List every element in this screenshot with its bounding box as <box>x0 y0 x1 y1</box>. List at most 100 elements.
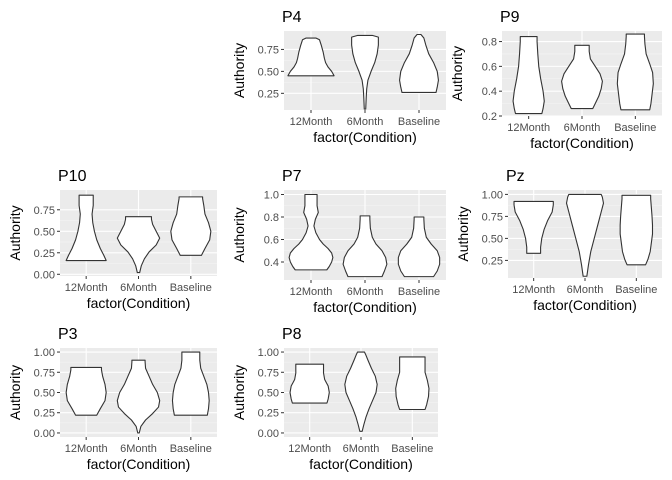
x-tick-label: 12Month <box>290 286 333 298</box>
y-axis-label: Authority <box>231 365 247 420</box>
x-tick-label: Baseline <box>170 282 212 294</box>
y-tick-label: 0.25 <box>482 255 503 267</box>
y-tick-label: 0.8 <box>482 37 497 49</box>
y-tick-label: 0.25 <box>258 88 279 100</box>
x-tick-label: 6Month <box>567 284 604 296</box>
y-axis-label: Authority <box>449 46 465 101</box>
violin-12month <box>287 37 335 77</box>
x-tick-label: Baseline <box>170 443 212 455</box>
panel-title: P8 <box>282 326 302 343</box>
y-axis-label: Authority <box>7 205 23 260</box>
violin-12month <box>65 366 107 416</box>
violin-6month <box>561 44 603 110</box>
y-tick-label: 0.50 <box>258 66 279 78</box>
violin-12month <box>289 363 330 404</box>
x-tick-label: 6Month <box>347 116 384 128</box>
x-axis-label: factor(Condition) <box>309 456 413 472</box>
violin-6month <box>351 34 379 110</box>
x-axis-label: factor(Condition) <box>533 297 637 313</box>
y-tick-label: 1.00 <box>258 347 279 359</box>
x-tick-label: Baseline <box>614 122 656 134</box>
y-tick-label: 0.6 <box>482 61 497 73</box>
y-tick-label: 0.50 <box>482 233 503 245</box>
y-tick-label: 0.75 <box>34 367 55 379</box>
y-tick-label: 1.0 <box>264 190 279 202</box>
x-tick-label: 12Month <box>65 443 108 455</box>
violin-baseline <box>171 351 210 416</box>
y-axis-label: Authority <box>455 206 471 261</box>
x-tick-label: 12Month <box>512 284 555 296</box>
y-axis-label: Authority <box>231 207 247 262</box>
violin-6month <box>116 216 161 274</box>
x-axis-label: factor(Condition) <box>313 299 417 315</box>
y-tick-label: 0.50 <box>34 226 55 238</box>
x-tick-label: 12Month <box>507 122 550 134</box>
panel-p7: 0.4 0.6 0.8 1.0 12Month 6Month Baseline P7 facto… <box>231 168 446 315</box>
violin-baseline <box>170 196 212 256</box>
x-tick-label: 6Month <box>343 443 380 455</box>
x-tick-label: 12Month <box>288 443 331 455</box>
x-tick-label: 12Month <box>290 116 333 128</box>
y-tick-label: 0.00 <box>258 428 279 440</box>
y-axis-label: Authority <box>7 365 23 420</box>
y-tick-label: 0.6 <box>264 235 279 247</box>
y-tick-label: 0.75 <box>34 205 55 217</box>
y-tick-label: 0.25 <box>258 408 279 420</box>
y-tick-label: 0.25 <box>34 408 55 420</box>
x-tick-label: Baseline <box>615 284 657 296</box>
x-tick-label: Baseline <box>398 116 440 128</box>
panel-p4: 0.25 0.50 0.75 12Month 6Month Baseline P4 facto… <box>231 9 446 145</box>
y-tick-label: 1.00 <box>34 347 55 359</box>
y-tick-label: 0.4 <box>482 86 497 98</box>
y-tick-label: 0.2 <box>482 111 497 123</box>
y-tick-label: 0.75 <box>482 211 503 223</box>
violin-12month <box>512 36 545 115</box>
panel-p10: 0.00 0.25 0.50 0.75 12Month 6Month Baseline P10… <box>7 168 217 311</box>
y-tick-label: 0.75 <box>258 367 279 379</box>
violin-6month <box>342 215 388 278</box>
y-axis-label: Authority <box>231 43 247 98</box>
y-tick-label: 1.00 <box>482 189 503 201</box>
y-tick-label: 0.75 <box>258 44 279 56</box>
panel-title: P10 <box>58 168 87 185</box>
panel-title: P4 <box>282 9 302 26</box>
y-tick-label: 0.00 <box>34 269 55 281</box>
x-tick-label: 6Month <box>120 443 157 455</box>
violin-6month <box>116 359 161 434</box>
x-tick-label: 12Month <box>65 282 108 294</box>
violin-baseline <box>616 33 654 111</box>
y-tick-label: 0.4 <box>264 257 279 269</box>
y-tick-label: 0.50 <box>258 388 279 400</box>
panel-p8: 0.00 0.25 0.50 0.75 1.00 12Month 6Month Baselin… <box>231 326 438 472</box>
x-tick-label: 6Month <box>564 122 601 134</box>
violin-12month <box>288 193 334 271</box>
panel-title: P7 <box>282 168 302 185</box>
panel-title: Pz <box>506 168 525 185</box>
panel-pz: 0.25 0.50 0.75 1.00 12Month 6Month Baseline Pz f… <box>455 168 662 313</box>
violin-baseline <box>619 194 654 266</box>
y-tick-label: 0.00 <box>34 428 55 440</box>
x-axis-label: factor(Condition) <box>313 129 417 145</box>
panel-p3: 0.00 0.25 0.50 0.75 1.00 12Month 6Month Baselin… <box>7 326 217 472</box>
violin-baseline <box>399 33 439 93</box>
violin-12month <box>513 200 554 254</box>
violin-6month <box>565 193 605 277</box>
x-tick-label: Baseline <box>398 286 440 298</box>
violin-12month <box>65 194 107 262</box>
panel-title: P3 <box>58 326 78 343</box>
violin-6month <box>344 351 378 432</box>
x-axis-label: factor(Condition) <box>87 456 191 472</box>
x-tick-label: 6Month <box>120 282 157 294</box>
x-tick-label: Baseline <box>391 443 433 455</box>
x-axis-label: factor(Condition) <box>87 295 191 311</box>
x-tick-label: 6Month <box>347 286 384 298</box>
violin-baseline <box>397 216 441 278</box>
panel-title: P9 <box>500 9 520 26</box>
x-axis-label: factor(Condition) <box>530 135 634 151</box>
y-tick-label: 0.8 <box>264 212 279 224</box>
violin-baseline <box>395 356 430 411</box>
y-tick-label: 0.50 <box>34 388 55 400</box>
panel-p9: 0.2 0.4 0.6 0.8 12Month 6Month Baseline P9 facto… <box>449 9 662 151</box>
y-tick-label: 0.25 <box>34 248 55 260</box>
